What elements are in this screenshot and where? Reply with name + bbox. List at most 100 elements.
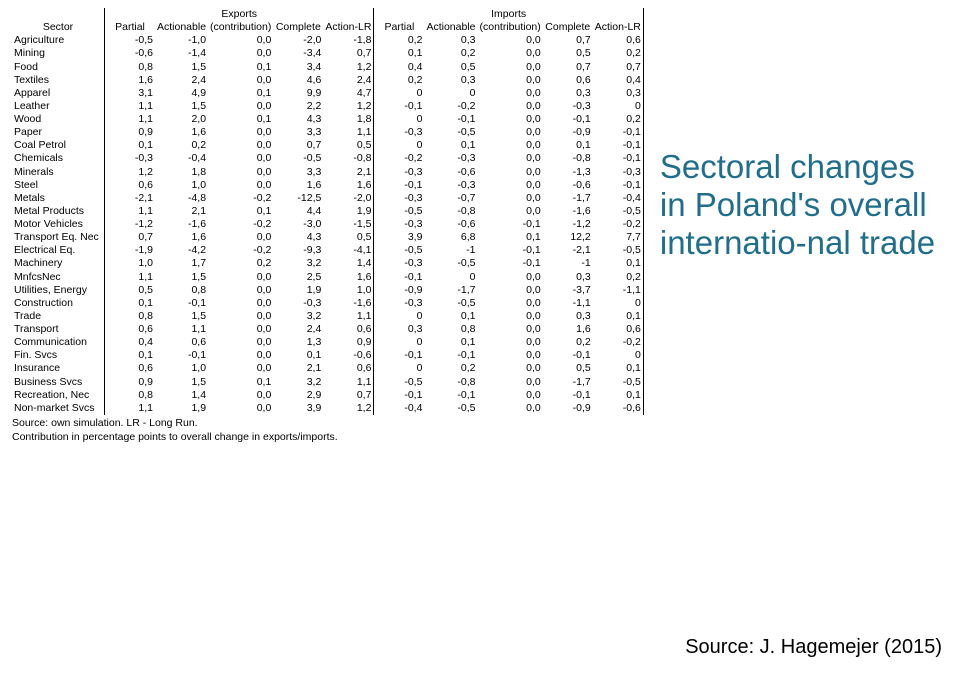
value-cell: 0,2 (593, 47, 644, 60)
col-header: Sector (12, 21, 105, 34)
value-cell: 0,0 (208, 284, 273, 297)
value-cell: 0,0 (477, 34, 542, 47)
value-cell: 0,6 (105, 362, 156, 375)
value-cell: -0,1 (374, 100, 425, 113)
value-cell: 0,0 (477, 284, 542, 297)
table-row: Communication0,40,60,01,30,900,10,00,2-0… (12, 336, 643, 349)
value-cell: 1,5 (155, 100, 208, 113)
table-row: Metal Products1,12,10,14,41,9-0,5-0,80,0… (12, 205, 643, 218)
value-cell: 3,4 (273, 61, 323, 74)
value-cell: 1,6 (155, 231, 208, 244)
value-cell: -0,1 (374, 179, 425, 192)
value-cell: 0,0 (208, 271, 273, 284)
value-cell: 4,7 (323, 87, 374, 100)
table-row: MnfcsNec1,11,50,02,51,6-0,100,00,30,2 (12, 271, 643, 284)
value-cell: 0,1 (543, 139, 593, 152)
value-cell: 0 (424, 87, 477, 100)
value-cell: 0,1 (424, 310, 477, 323)
value-cell: -0,3 (424, 152, 477, 165)
value-cell: -3,4 (273, 47, 323, 60)
value-cell: -0,1 (424, 349, 477, 362)
value-cell: -0,1 (543, 389, 593, 402)
value-cell: -0,3 (543, 100, 593, 113)
sector-cell: Food (12, 61, 105, 74)
value-cell: 1,9 (155, 402, 208, 415)
value-cell: -0,1 (477, 257, 542, 270)
value-cell: 0,8 (155, 284, 208, 297)
value-cell: 1,1 (105, 113, 156, 126)
value-cell: 0,3 (543, 310, 593, 323)
value-cell: 1,6 (323, 271, 374, 284)
value-cell: -1,7 (543, 376, 593, 389)
value-cell: 0,0 (477, 323, 542, 336)
value-cell: -0,5 (424, 402, 477, 415)
value-cell: -1,1 (543, 297, 593, 310)
value-cell: 0,0 (208, 47, 273, 60)
value-cell: 1,1 (155, 323, 208, 336)
value-cell: -0,3 (374, 192, 425, 205)
value-cell: 3,2 (273, 310, 323, 323)
value-cell: -1,7 (424, 284, 477, 297)
table-row: Coal Petrol0,10,20,00,70,500,10,00,1-0,1 (12, 139, 643, 152)
sector-cell: Transport (12, 323, 105, 336)
value-cell: -3,0 (273, 218, 323, 231)
value-cell: 0,3 (424, 74, 477, 87)
value-cell: 0,9 (323, 336, 374, 349)
value-cell: 0 (593, 297, 644, 310)
value-cell: 4,3 (273, 113, 323, 126)
value-cell: 1,6 (105, 74, 156, 87)
data-table-wrap: Exports Imports SectorPartialActionable(… (12, 8, 644, 443)
value-cell: 6,8 (424, 231, 477, 244)
value-cell: 0,8 (105, 389, 156, 402)
value-cell: 0,0 (477, 362, 542, 375)
value-cell: 2,1 (323, 166, 374, 179)
value-cell: -1,9 (105, 244, 156, 257)
table-row: Mining-0,6-1,40,0-3,40,70,10,20,00,50,2 (12, 47, 643, 60)
sector-cell: MnfcsNec (12, 271, 105, 284)
value-cell: 0,8 (424, 323, 477, 336)
value-cell: 0,3 (543, 271, 593, 284)
value-cell: -0,1 (593, 179, 644, 192)
sector-cell: Steel (12, 179, 105, 192)
value-cell: -0,5 (374, 205, 425, 218)
value-cell: -0,1 (593, 139, 644, 152)
table-row: Utilities, Energy0,50,80,01,91,0-0,9-1,7… (12, 284, 643, 297)
value-cell: 0,1 (593, 310, 644, 323)
table-row: Paper0,91,60,03,31,1-0,3-0,50,0-0,9-0,1 (12, 126, 643, 139)
value-cell: 0,0 (477, 166, 542, 179)
value-cell: -3,7 (543, 284, 593, 297)
value-cell: -0,3 (374, 126, 425, 139)
table-row: Trade0,81,50,03,21,100,10,00,30,1 (12, 310, 643, 323)
value-cell: 1,7 (155, 257, 208, 270)
table-row: Machinery1,01,70,23,21,4-0,3-0,5-0,1-10,… (12, 257, 643, 270)
table-row: Fin. Svcs0,1-0,10,00,1-0,6-0,1-0,10,0-0,… (12, 349, 643, 362)
value-cell: 0,6 (155, 336, 208, 349)
col-header: (contribution) (477, 21, 542, 34)
value-cell: 0,5 (543, 362, 593, 375)
value-cell: -0,5 (424, 126, 477, 139)
value-cell: 0,0 (208, 152, 273, 165)
value-cell: 1,1 (105, 100, 156, 113)
table-row: Apparel3,14,90,19,94,7000,00,30,3 (12, 87, 643, 100)
value-cell: -0,2 (374, 152, 425, 165)
col-header: Complete (543, 21, 593, 34)
value-cell: -0,5 (593, 376, 644, 389)
value-cell: 2,5 (273, 271, 323, 284)
value-cell: 3,2 (273, 257, 323, 270)
value-cell: 0 (593, 349, 644, 362)
value-cell: 0,4 (593, 74, 644, 87)
value-cell: 0,2 (155, 139, 208, 152)
value-cell: -0,6 (105, 47, 156, 60)
sector-cell: Transport Eq. Nec (12, 231, 105, 244)
value-cell: 0,3 (593, 87, 644, 100)
value-cell: 2,4 (273, 323, 323, 336)
value-cell: 0,1 (593, 257, 644, 270)
table-row: Food0,81,50,13,41,20,40,50,00,70,7 (12, 61, 643, 74)
value-cell: 0,6 (593, 34, 644, 47)
value-cell: 1,8 (323, 113, 374, 126)
value-cell: 0,6 (105, 179, 156, 192)
value-cell: 2,2 (273, 100, 323, 113)
value-cell: -0,4 (593, 192, 644, 205)
value-cell: -0,6 (593, 402, 644, 415)
value-cell: 0,6 (105, 323, 156, 336)
